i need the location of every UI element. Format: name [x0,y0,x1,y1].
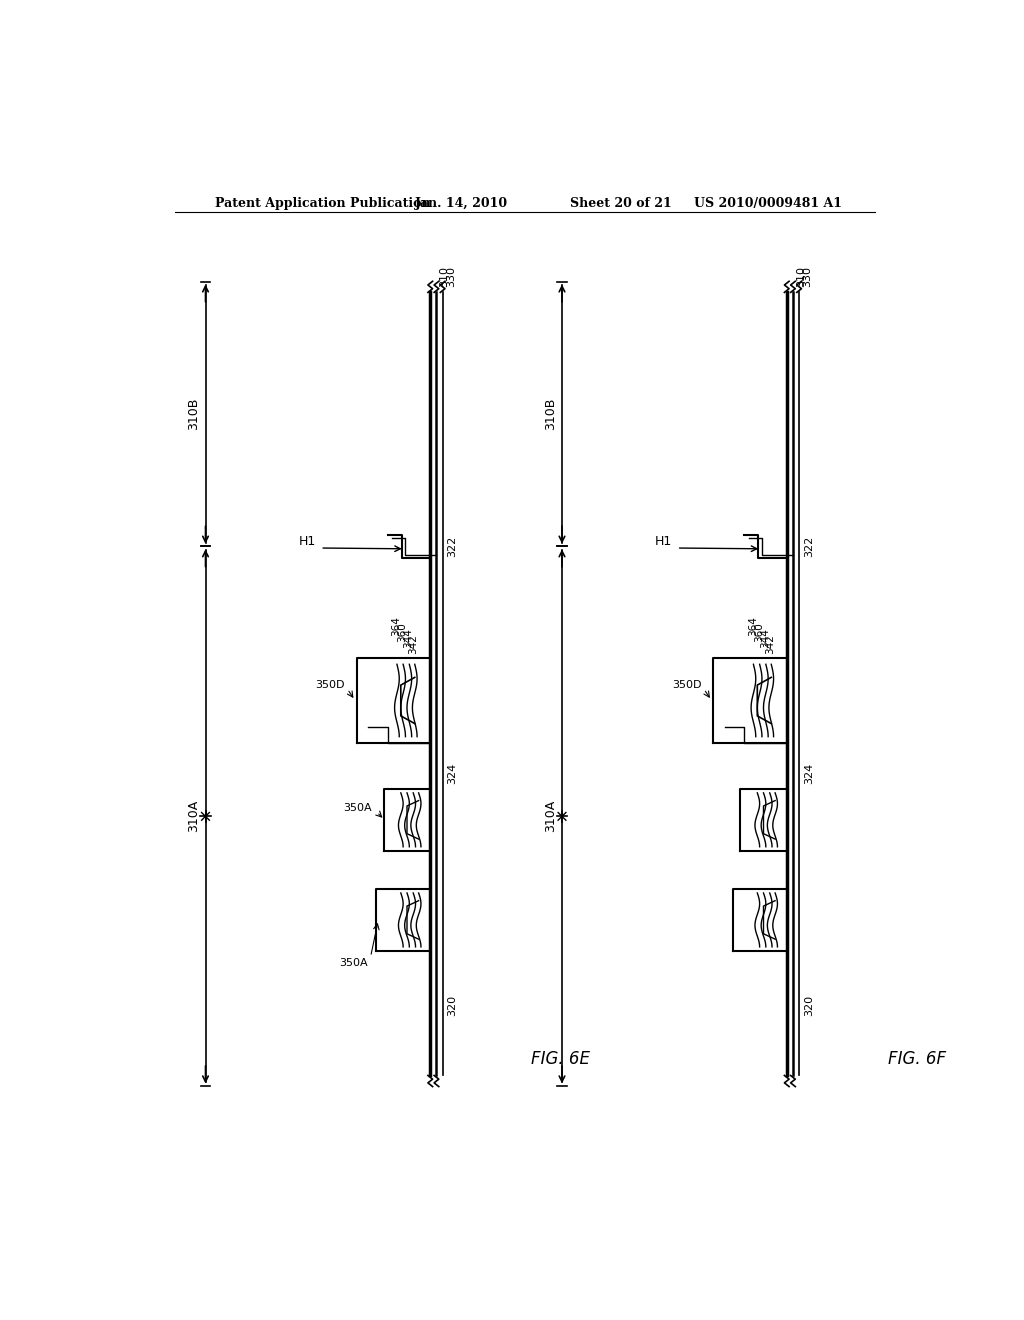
Text: FIG. 6E: FIG. 6E [531,1051,590,1068]
Text: 330: 330 [445,267,456,288]
Text: 344: 344 [760,628,770,648]
Text: 364: 364 [391,616,401,636]
Text: 350D: 350D [315,680,345,690]
Text: 350D: 350D [672,680,701,690]
Text: 330: 330 [802,267,812,288]
Text: 320: 320 [447,995,458,1016]
Text: 322: 322 [804,536,814,557]
Text: H1: H1 [299,536,315,548]
Text: 310B: 310B [544,397,557,430]
Text: 360: 360 [754,622,764,642]
Text: 310A: 310A [544,800,557,833]
Text: 310A: 310A [187,800,201,833]
Text: 364: 364 [749,616,758,636]
Text: Sheet 20 of 21: Sheet 20 of 21 [569,197,672,210]
Text: FIG. 6F: FIG. 6F [888,1051,945,1068]
Text: 324: 324 [804,763,814,784]
Text: 310: 310 [439,267,450,288]
Text: 310B: 310B [187,397,201,430]
Text: 342: 342 [765,635,775,655]
Text: 310: 310 [796,267,806,288]
Text: 342: 342 [409,635,418,655]
Text: Jan. 14, 2010: Jan. 14, 2010 [415,197,508,210]
Text: Patent Application Publication: Patent Application Publication [215,197,430,210]
Text: 344: 344 [403,628,413,648]
Text: 350A: 350A [340,958,369,969]
Text: 320: 320 [804,995,814,1016]
Text: 324: 324 [447,763,458,784]
Text: 322: 322 [447,536,458,557]
Text: H1: H1 [655,536,672,548]
Text: US 2010/0009481 A1: US 2010/0009481 A1 [693,197,842,210]
Text: 360: 360 [397,622,408,642]
Text: 350A: 350A [343,804,372,813]
